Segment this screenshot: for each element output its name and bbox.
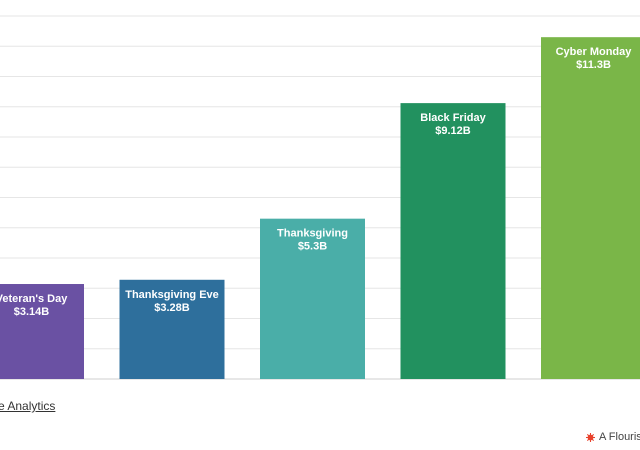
category-label: Black Friday [420,112,486,124]
bar-chart: Veteran's Day$3.14B Thanksgiving Eve$3.28… [0,15,640,380]
category-label: Thanksgiving [277,228,348,240]
bar[interactable] [0,284,84,379]
source-link[interactable]: e Analytics [0,399,56,413]
value-label: $5.3B [298,241,327,253]
value-label: $3.28B [154,302,190,314]
bar-labels-group: Veteran's Day$3.14B Thanksgiving Eve$3.28… [0,46,632,318]
bar[interactable] [400,103,506,380]
category-label: Cyber Monday [556,46,633,58]
flourish-logo-icon [586,432,595,442]
bar[interactable] [260,218,365,379]
value-label: $3.14B [14,306,50,318]
credit-text: A Flouris [599,431,640,443]
category-label: Thanksgiving Eve [125,289,219,301]
value-label: $11.3B [576,59,611,71]
bars-group [0,37,640,380]
flourish-credit[interactable]: A Flouris [586,431,640,443]
bar[interactable] [119,279,225,379]
bar[interactable] [541,37,640,380]
value-label: $9.12B [435,125,471,137]
category-label: Veteran's Day [0,293,68,305]
